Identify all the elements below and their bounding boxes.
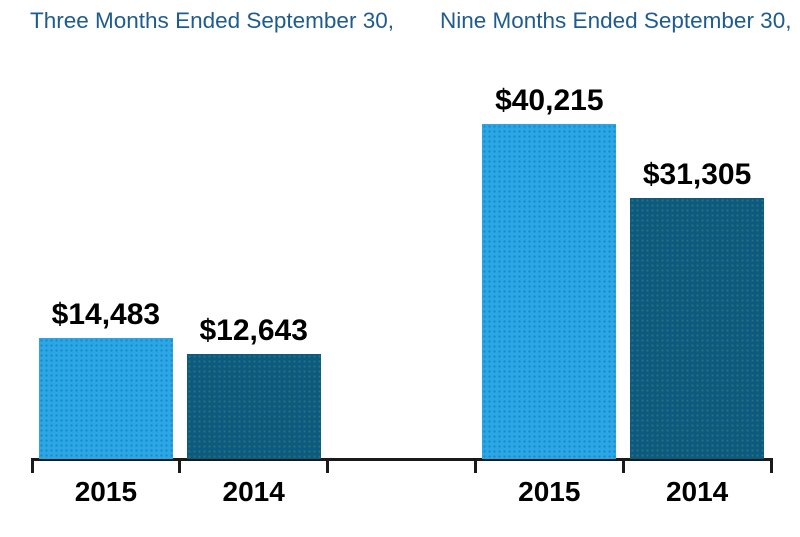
x-axis-tick	[30, 458, 34, 473]
bar-2015-group1	[38, 338, 173, 459]
bar-2014-group2	[630, 198, 765, 459]
x-axis-category-label: 2015	[518, 476, 581, 507]
bar-2015-group2	[482, 124, 617, 459]
x-axis-category-label: 2014	[222, 476, 285, 507]
bar-2014-group1	[186, 354, 321, 459]
bar-value-label: $12,643	[199, 314, 308, 347]
x-axis-tick	[326, 458, 330, 473]
x-axis-category-label: 2015	[74, 476, 138, 507]
x-axis-tick	[621, 458, 625, 473]
bar-value-label: $14,483	[51, 298, 161, 331]
bar-value-label: $31,305	[642, 158, 752, 191]
chart-title-three-months: Three Months Ended September 30,	[30, 8, 394, 33]
bar-value-label: $40,215	[495, 84, 604, 117]
x-axis-line	[32, 458, 771, 461]
chart-title-nine-months: Nine Months Ended September 30,	[440, 8, 792, 33]
x-axis-category-label: 2014	[665, 476, 729, 507]
x-axis-tick	[769, 458, 773, 473]
x-axis-tick	[473, 458, 477, 473]
x-axis-tick	[178, 458, 182, 473]
